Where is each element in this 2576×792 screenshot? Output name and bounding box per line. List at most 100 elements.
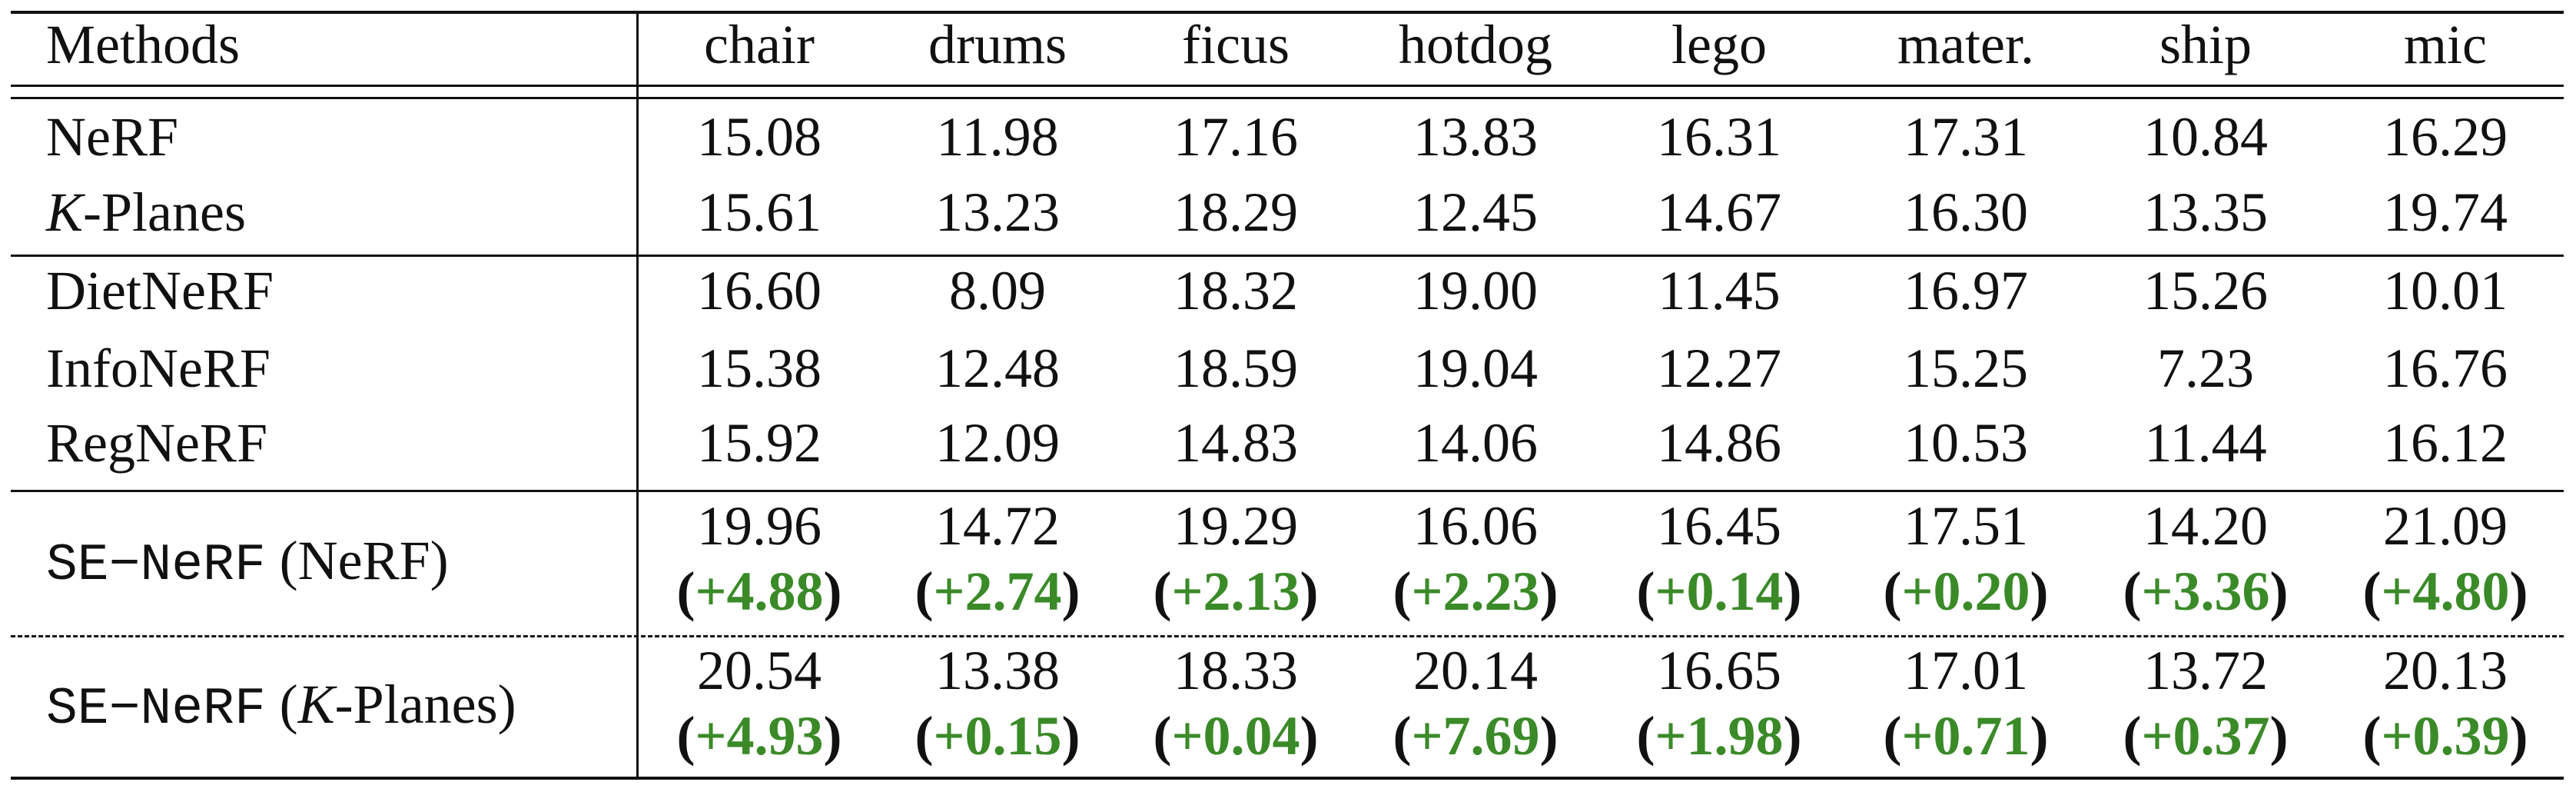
- table-cell: 11.44: [2144, 412, 2267, 474]
- table-cell: 10.53: [1904, 412, 2028, 474]
- table-cell: 8.09: [949, 260, 1046, 321]
- delta-cell: (+2.74): [915, 561, 1081, 622]
- method-name: InfoNeRF: [46, 341, 271, 396]
- method-name-text: RegNeRF: [46, 412, 267, 474]
- delta-cell: (+0.14): [1636, 561, 1802, 622]
- delta-cell: (+0.37): [2123, 705, 2289, 767]
- method-name-text: -Planes: [83, 181, 246, 243]
- table-cell: 15.08: [697, 106, 822, 168]
- header-rule-2: [11, 97, 2564, 99]
- table-cell: 16.65: [1657, 640, 1781, 701]
- delta-cell: (+0.15): [915, 705, 1081, 767]
- delta-cell: (+2.13): [1153, 561, 1319, 622]
- table-cell: 16.12: [2383, 412, 2508, 474]
- header-rule-1: [11, 85, 2564, 87]
- delta-value: +0.39: [2381, 705, 2510, 767]
- method-name-text: InfoNeRF: [46, 338, 271, 399]
- delta-value: +2.74: [933, 561, 1062, 622]
- table-cell: 20.14: [1413, 640, 1538, 701]
- header-ficus: ficus: [1182, 14, 1290, 75]
- method-name: K-Planes: [46, 185, 246, 240]
- table-cell: 13.35: [2143, 181, 2268, 243]
- delta-value: +0.20: [1901, 561, 2030, 622]
- table-cell: 11.98: [936, 106, 1059, 168]
- se-method-mono: SE−NeRF: [46, 536, 266, 595]
- table-cell: 18.32: [1173, 260, 1298, 321]
- table-cell: 12.48: [935, 338, 1060, 399]
- delta-cell: (+0.39): [2362, 705, 2528, 767]
- table-cell: 14.72: [935, 495, 1060, 557]
- delta-cell: (+4.88): [676, 561, 842, 622]
- table-cell: 14.06: [1413, 412, 1538, 474]
- delta-cell: (+0.20): [1883, 561, 2049, 622]
- header-mater: mater.: [1897, 14, 2034, 75]
- table-cell: 18.59: [1173, 338, 1298, 399]
- header-chair: chair: [704, 14, 815, 75]
- table-cell: 11.45: [1658, 260, 1781, 321]
- table-cell: 19.00: [1413, 260, 1538, 321]
- delta-value: +0.15: [933, 705, 1062, 767]
- table-cell: 21.09: [2383, 495, 2508, 557]
- se-method-mono: SE−NeRF: [46, 680, 266, 739]
- table-cell: 16.60: [697, 260, 822, 321]
- delta-value: +1.98: [1655, 705, 1784, 767]
- se-method-paren-close: ): [430, 530, 449, 591]
- table-cell: 20.54: [697, 640, 822, 701]
- table-cell: 12.45: [1413, 181, 1538, 243]
- delta-cell: (+0.71): [1883, 705, 2049, 767]
- delta-cell: (+0.04): [1153, 705, 1319, 767]
- delta-value: +4.88: [695, 561, 824, 622]
- header-hotdog: hotdog: [1398, 14, 1552, 75]
- delta-value: +0.04: [1171, 705, 1300, 767]
- delta-cell: (+4.80): [2362, 561, 2528, 622]
- top-rule: [11, 11, 2564, 14]
- delta-value: +0.37: [2141, 705, 2270, 767]
- table-cell: 14.20: [2143, 495, 2268, 557]
- table-cell: 16.76: [2383, 338, 2508, 399]
- method-name-text: NeRF: [46, 106, 179, 168]
- table-cell: 15.92: [697, 412, 822, 474]
- table-cell: 7.23: [2157, 338, 2254, 399]
- delta-value: +0.71: [1901, 705, 2030, 767]
- table-cell: 17.51: [1904, 495, 2028, 557]
- group-rule-1: [11, 255, 2564, 257]
- table-cell: 10.01: [2383, 260, 2508, 321]
- delta-cell: (+7.69): [1393, 705, 1559, 767]
- method-name: DietNeRF: [46, 263, 274, 318]
- table-cell: 19.29: [1173, 495, 1298, 557]
- delta-value: +2.13: [1171, 561, 1300, 622]
- table-cell: 16.31: [1657, 106, 1781, 168]
- table-cell: 16.97: [1904, 260, 2028, 321]
- delta-value: +7.69: [1411, 705, 1540, 767]
- table-cell: 13.38: [935, 640, 1060, 701]
- table-cell: 19.96: [697, 495, 822, 557]
- method-name-text: DietNeRF: [46, 260, 274, 321]
- table-cell: 13.83: [1413, 106, 1538, 168]
- delta-value: +2.23: [1411, 561, 1540, 622]
- table-cell: 16.30: [1904, 181, 2028, 243]
- delta-cell: (+2.23): [1393, 561, 1559, 622]
- table-cell: 19.04: [1413, 338, 1538, 399]
- header-drums: drums: [928, 14, 1067, 75]
- table-cell: 10.84: [2143, 106, 2268, 168]
- table-cell: 12.27: [1657, 338, 1781, 399]
- se-method-name: SE−NeRF (NeRF): [46, 533, 449, 592]
- table-cell: 14.67: [1657, 181, 1781, 243]
- header-methods: Methods: [46, 14, 240, 75]
- table-cell: 18.33: [1173, 640, 1298, 701]
- delta-value: +0.14: [1655, 561, 1784, 622]
- se-method-name: SE−NeRF (K-Planes): [46, 677, 516, 736]
- table-cell: 15.26: [2143, 260, 2268, 321]
- header-ship: ship: [2159, 14, 2252, 75]
- table-cell: 17.16: [1173, 106, 1298, 168]
- se-method-base: NeRF: [297, 530, 430, 591]
- table-cell: 15.25: [1904, 338, 2028, 399]
- delta-value: +4.93: [695, 705, 824, 767]
- delta-value: +4.80: [2381, 561, 2510, 622]
- delta-cell: (+4.93): [676, 705, 842, 767]
- group-rule-2: [11, 490, 2564, 492]
- delta-cell: (+1.98): [1636, 705, 1802, 767]
- column-divider: [636, 11, 639, 780]
- se-method-paren-open: (: [265, 674, 298, 735]
